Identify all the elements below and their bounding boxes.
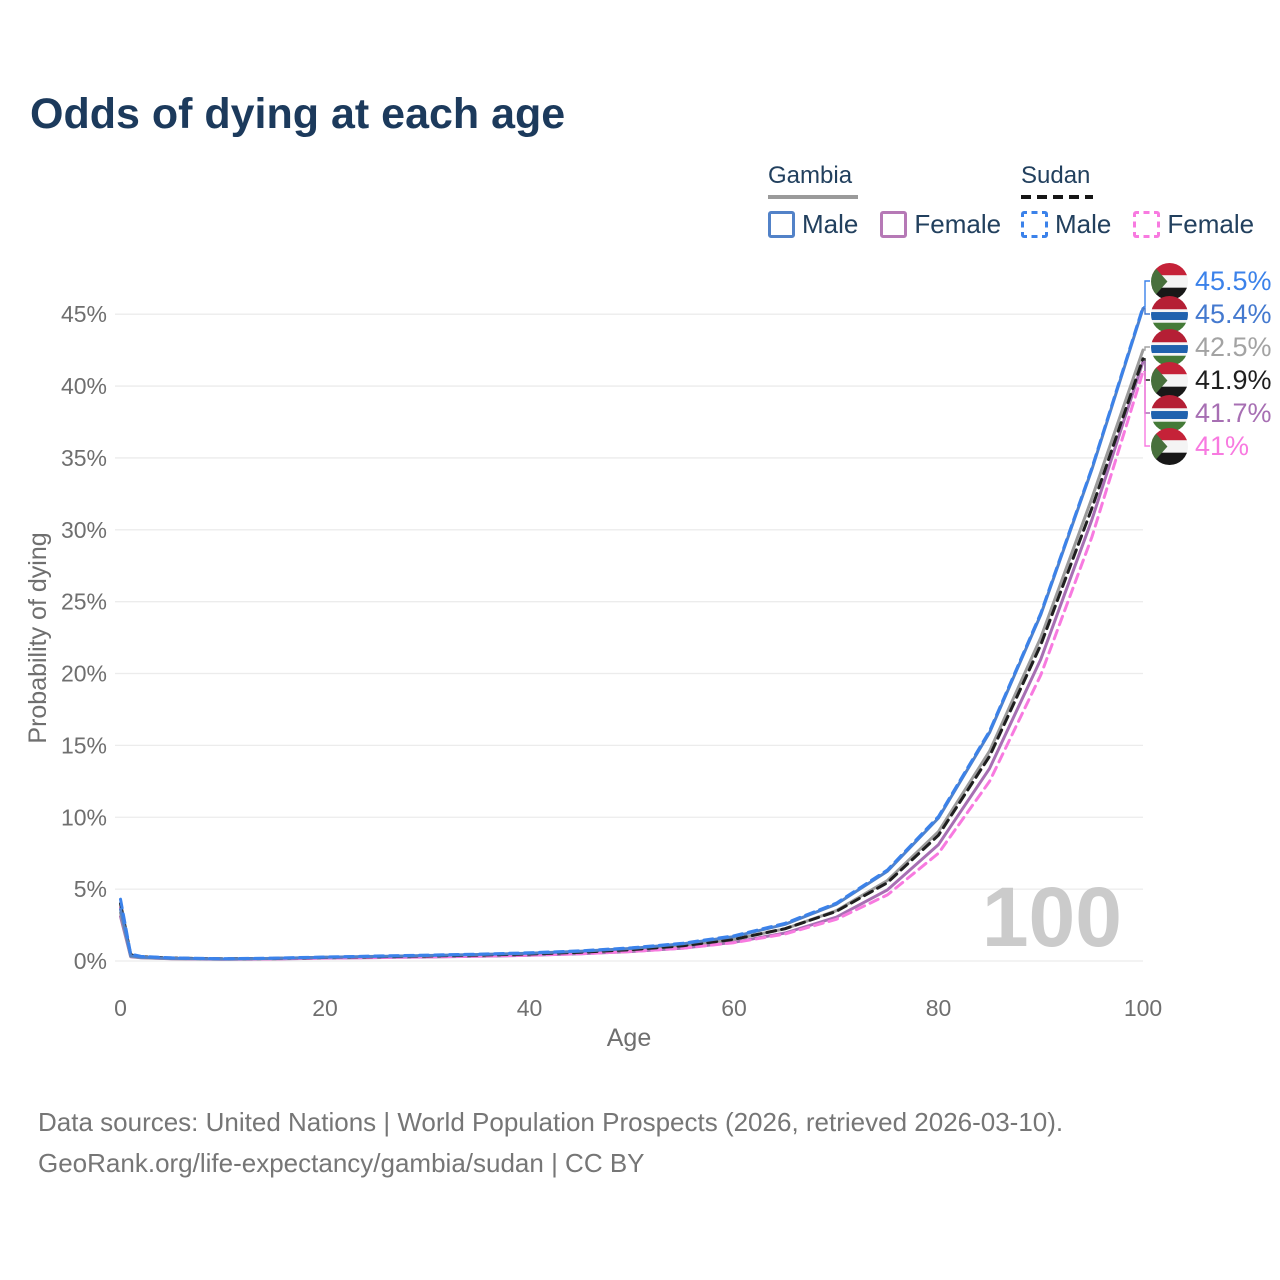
end-label-sudan-male: 45.5% xyxy=(1151,262,1272,300)
sudan-female-swatch-icon xyxy=(1133,211,1161,238)
x-tick-label: 100 xyxy=(1124,995,1162,1021)
end-label-sudan-female: 41% xyxy=(1151,427,1249,465)
x-tick-label: 0 xyxy=(114,995,127,1021)
sudan-dashed-line-swatch xyxy=(1021,195,1093,199)
sudan-flag-icon xyxy=(1151,427,1188,465)
x-tick-label: 20 xyxy=(312,995,338,1021)
end-label-value: 45.5% xyxy=(1195,265,1272,296)
legend-label-gambia-female: Female xyxy=(914,209,1002,239)
gambia-solid-line-swatch xyxy=(768,195,858,199)
end-label-value: 41.9% xyxy=(1195,364,1272,395)
y-tick-label: 35% xyxy=(61,445,107,471)
leader-line-gambia xyxy=(1143,346,1150,351)
x-axis-title: Age xyxy=(607,1024,651,1052)
legend-item-sudan-male[interactable]: Male xyxy=(1021,209,1111,240)
age-indicator-watermark: 100 xyxy=(982,870,1122,964)
sudan-flag-icon xyxy=(1151,262,1188,300)
plot-area: 0% 5% 10% 15% 20% 25% 30% 35% 40% 45% 0 20 40 60 80 100… xyxy=(24,280,1162,1052)
legend-label-sudan-male: Male xyxy=(1055,209,1112,239)
leader-line-sudan-female xyxy=(1143,371,1150,447)
end-label-value: 41% xyxy=(1195,430,1250,461)
end-label-gambia-female: 41.7% xyxy=(1151,394,1272,432)
y-tick-label: 40% xyxy=(61,373,107,399)
footer-line-1: Data sources: United Nations | World Pop… xyxy=(38,1107,1064,1137)
series-line-gambia-male xyxy=(119,307,1145,961)
gambia-male-swatch-icon xyxy=(768,211,795,238)
y-tick-label: 0% xyxy=(74,948,107,974)
chart-title: Odds of dying at each age xyxy=(30,90,566,138)
legend-item-sudan-female[interactable]: Female xyxy=(1133,209,1254,240)
end-label-gambia: 42.5% xyxy=(1151,328,1272,366)
y-tick-label: 25% xyxy=(61,589,107,615)
series-line-gambia xyxy=(119,348,1145,961)
gambia-female-swatch-icon xyxy=(880,211,908,238)
sudan-flag-icon xyxy=(1151,361,1188,399)
gambia-flag-icon xyxy=(1151,328,1188,366)
gambia-flag-icon xyxy=(1151,394,1188,432)
x-tick-label: 60 xyxy=(721,995,747,1021)
leader-line-sudan-male xyxy=(1143,280,1150,308)
x-tick-label: 40 xyxy=(517,995,543,1021)
y-tick-label: 30% xyxy=(61,517,107,543)
legend-label-gambia-male: Male xyxy=(802,209,859,239)
legend-label-sudan-female: Female xyxy=(1167,209,1255,239)
end-label-sudan: 41.9% xyxy=(1151,361,1272,399)
end-label-value: 42.5% xyxy=(1195,331,1272,362)
footer-line-2: GeoRank.org/life-expectancy/gambia/sudan… xyxy=(38,1148,645,1178)
gambia-flag-icon xyxy=(1151,295,1188,333)
legend-group-gambia: Gambia Male Female xyxy=(768,162,1023,240)
legend-group-sudan: Sudan Male Female xyxy=(1021,162,1276,240)
leader-line-gambia-female xyxy=(1143,360,1150,414)
legend-item-gambia-female[interactable]: Female xyxy=(880,209,1001,240)
legend-country-gambia: Gambia xyxy=(768,162,853,189)
end-label-gambia-male: 45.4% xyxy=(1151,295,1272,333)
data-source-footer: Data sources: United Nations | World Pop… xyxy=(38,1102,1063,1184)
series-line-sudan xyxy=(119,357,1145,961)
y-tick-label: 10% xyxy=(61,804,107,830)
leader-line-gambia-male xyxy=(1143,307,1150,315)
y-tick-label: 45% xyxy=(61,301,107,327)
y-axis-title: Probability of dying xyxy=(24,532,52,743)
y-tick-label: 15% xyxy=(61,732,107,758)
series-line-sudan-male xyxy=(119,305,1145,961)
y-tick-label: 20% xyxy=(61,661,107,687)
x-tick-label: 80 xyxy=(926,995,952,1021)
end-label-value: 41.7% xyxy=(1195,397,1272,428)
legend-country-sudan: Sudan xyxy=(1021,162,1091,189)
legend-item-gambia-male[interactable]: Male xyxy=(768,209,858,240)
sudan-male-swatch-icon xyxy=(1021,211,1048,238)
end-label-value: 45.4% xyxy=(1195,298,1272,329)
y-tick-label: 5% xyxy=(74,876,107,902)
